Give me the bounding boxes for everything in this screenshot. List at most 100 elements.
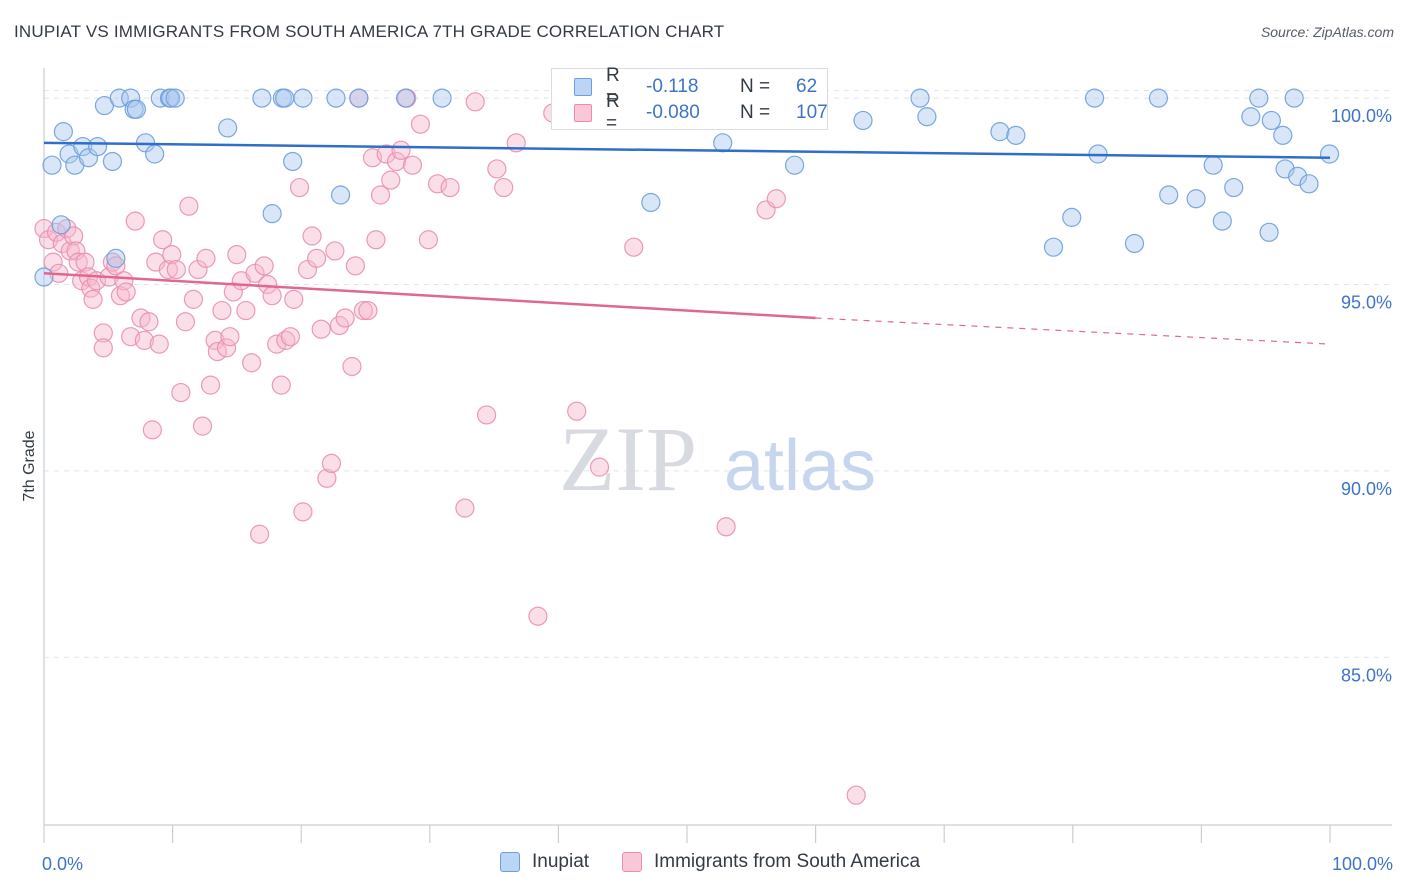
- watermark-atlas: atlas: [724, 426, 876, 506]
- data-point: [1249, 88, 1269, 108]
- data-point: [249, 524, 270, 544]
- data-point: [293, 88, 313, 108]
- series-legend-inupiat[interactable]: Inupiat: [500, 851, 589, 873]
- trend-line-immigrants: [43, 272, 816, 320]
- data-point: [358, 300, 378, 321]
- legend-swatch-pink: [574, 104, 592, 122]
- data-point: [153, 230, 173, 250]
- data-point: [102, 151, 123, 172]
- data-point: [846, 785, 866, 805]
- data-point: [1284, 88, 1304, 108]
- y-tick-label: 90.0%: [1341, 479, 1392, 499]
- series-legend-immigrants[interactable]: Immigrants from South America: [622, 851, 920, 873]
- data-point: [161, 88, 181, 108]
- data-point: [145, 144, 165, 164]
- data-point: [34, 267, 54, 287]
- data-point: [64, 226, 84, 246]
- data-point: [1043, 237, 1064, 257]
- data-point: [142, 420, 162, 440]
- data-point: [134, 330, 154, 350]
- tick-labels: 85.0% 90.0% 95.0% 100.0% 0.0% 100.0%: [42, 106, 1393, 874]
- data-point: [188, 259, 208, 280]
- data-point: [1273, 125, 1293, 145]
- data-point: [102, 252, 123, 272]
- data-point: [342, 356, 362, 377]
- data-point: [402, 155, 423, 175]
- data-point: [220, 327, 240, 347]
- data-point: [75, 252, 95, 272]
- data-point: [307, 248, 327, 268]
- x-tick-label: 100.0%: [1332, 854, 1393, 874]
- data-point: [465, 92, 485, 112]
- data-point: [175, 312, 196, 332]
- data-point: [335, 308, 355, 328]
- data-point: [53, 122, 73, 142]
- data-point: [262, 286, 282, 306]
- data-point: [212, 300, 232, 321]
- pink-series-points: [34, 88, 866, 805]
- data-point: [51, 215, 71, 235]
- trend-line-inupiat: [43, 141, 1331, 159]
- y-tick-label: 100.0%: [1331, 106, 1392, 126]
- data-point: [289, 177, 310, 198]
- data-point: [280, 327, 300, 347]
- data-point: [1241, 107, 1261, 127]
- series-legend: Inupiat Immigrants from South America: [0, 851, 1406, 879]
- data-point: [349, 88, 369, 108]
- data-point: [116, 282, 136, 302]
- x-tick-label: 0.0%: [42, 854, 83, 874]
- data-point: [149, 334, 169, 354]
- data-point: [179, 196, 199, 216]
- data-point: [242, 353, 262, 373]
- data-point: [109, 88, 129, 108]
- data-point: [223, 282, 243, 302]
- data-point: [125, 211, 145, 231]
- data-point: [325, 241, 345, 261]
- data-point: [326, 88, 346, 108]
- axes: [43, 68, 1392, 843]
- data-point: [200, 375, 221, 395]
- data-point: [254, 256, 274, 276]
- data-point: [1212, 211, 1232, 231]
- data-point: [624, 237, 644, 257]
- data-point: [262, 204, 282, 224]
- legend-row-inupiat: R = -0.118 N = 62: [574, 65, 817, 108]
- legend-swatch-blue: [574, 78, 592, 96]
- data-point: [257, 274, 278, 295]
- series-label: Immigrants from South America: [654, 851, 921, 872]
- data-point: [330, 185, 351, 205]
- data-point: [910, 88, 930, 108]
- data-point: [271, 375, 291, 395]
- data-point: [302, 226, 322, 246]
- legend-n-label: N =: [740, 76, 771, 97]
- data-point: [284, 289, 304, 309]
- data-point: [427, 174, 448, 194]
- data-point: [381, 170, 401, 190]
- data-point: [1299, 174, 1319, 194]
- data-point: [440, 177, 460, 198]
- data-point: [853, 110, 873, 131]
- data-point: [293, 502, 313, 522]
- data-point: [1148, 88, 1169, 108]
- data-point: [784, 155, 805, 175]
- data-point: [494, 177, 514, 198]
- legend-r-value: -0.118: [646, 76, 699, 97]
- data-point: [196, 248, 216, 268]
- data-point: [321, 453, 342, 474]
- data-point: [252, 88, 272, 108]
- data-point: [236, 300, 256, 321]
- data-point: [487, 159, 507, 179]
- data-point: [376, 144, 396, 164]
- data-point: [283, 151, 303, 172]
- data-point: [1084, 88, 1105, 108]
- data-point: [166, 259, 186, 280]
- data-point: [60, 241, 80, 261]
- legend-r-label: R =: [606, 65, 620, 108]
- watermark-zip: ZIP: [559, 408, 697, 510]
- chart-title: INUPIAT VS IMMIGRANTS FROM SOUTH AMERICA…: [14, 22, 725, 41]
- data-point: [171, 382, 191, 403]
- data-point: [1203, 155, 1223, 175]
- data-point: [93, 323, 113, 343]
- data-point: [366, 230, 386, 250]
